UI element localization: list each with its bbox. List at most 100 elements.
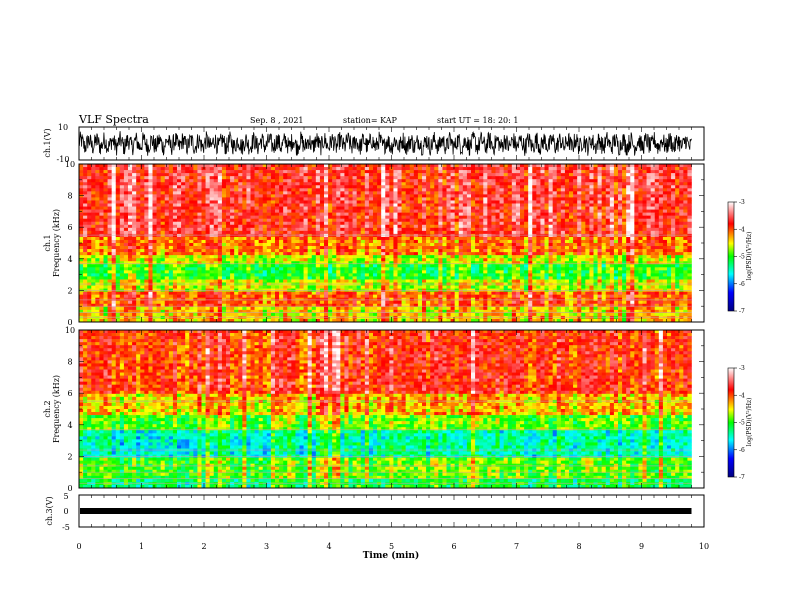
spectrogram-cell [487, 258, 492, 262]
spectrogram-cell [377, 170, 382, 174]
spectrogram-cell [385, 173, 390, 177]
spectrogram-cell [422, 230, 427, 235]
spectrogram-cell [246, 249, 251, 253]
spectrogram-cell [266, 176, 272, 180]
spectrogram-cell [667, 236, 672, 241]
spectrogram-cell [687, 209, 692, 213]
spectrogram-cell [626, 233, 631, 238]
spectrogram-cell [438, 167, 443, 171]
spectrogram-cell [507, 218, 513, 223]
spectrogram-cell [417, 230, 423, 235]
spectrogram-cell [319, 249, 325, 253]
spectrogram-cell [593, 255, 598, 259]
spectrogram-cell [172, 215, 178, 219]
spectrogram-cell [622, 197, 627, 201]
spectrogram-cell [675, 173, 680, 177]
spectrogram-cell [123, 236, 129, 241]
spectrogram-cell [364, 182, 370, 186]
spectrogram-cell [413, 188, 419, 192]
spectrogram-cell [368, 191, 374, 195]
spectrogram-cell [622, 252, 627, 256]
spectrogram-cell [438, 200, 443, 204]
spectrogram-cell [548, 197, 553, 201]
spectrogram-cell [213, 233, 219, 238]
spectrogram-cell [111, 191, 117, 195]
spectrogram-cell [528, 185, 533, 189]
spectrogram-cell [99, 233, 104, 238]
spectrogram-cell [226, 249, 231, 253]
spectrogram-cell [503, 246, 509, 250]
spectrogram-cell [250, 194, 255, 198]
spectrogram-cell [103, 182, 108, 186]
spectrogram-cell [111, 215, 117, 219]
spectrogram-cell [364, 188, 370, 192]
spectrogram-cell [107, 261, 112, 265]
spectrogram-cell [483, 188, 488, 192]
spectrogram-cell [356, 188, 362, 192]
spectrogram-cell [128, 206, 133, 210]
spectrogram-cell [662, 243, 668, 247]
spectrogram-cell [132, 173, 137, 177]
spectrogram-cell [585, 236, 590, 241]
spectrogram-cell [577, 246, 582, 250]
spectrogram-cell [462, 179, 468, 183]
spectrogram-cell [569, 176, 574, 180]
spectrogram-cell [381, 203, 386, 207]
spectrogram-cell [373, 233, 378, 238]
spectrogram-cell [266, 200, 272, 204]
spectrogram-cell [458, 258, 464, 262]
spectrogram-cell [319, 243, 325, 247]
spectrogram-cell [613, 179, 619, 183]
spectrogram-cell [581, 176, 586, 180]
spectrogram-cell [136, 252, 141, 256]
spectrogram-cell [148, 249, 153, 253]
spectrogram-cell [646, 218, 651, 223]
spectrogram-cell [409, 249, 415, 253]
spectrogram-cell [544, 224, 549, 229]
spectrogram-cell [95, 255, 100, 259]
spectrogram-cell [544, 197, 549, 201]
spectrogram-cell [283, 215, 288, 219]
spectrogram-cell [646, 167, 651, 171]
spectrogram-cell [503, 206, 509, 210]
spectrogram-cell [515, 185, 521, 189]
spectrogram-cell [667, 239, 672, 244]
spectrogram-cell [209, 182, 215, 186]
spectrogram-cell [438, 236, 443, 241]
spectrogram-cell [193, 261, 198, 265]
spectrogram-cell [601, 239, 607, 244]
spectrogram-cell [605, 164, 611, 168]
spectrogram-cell [638, 209, 643, 213]
spectrogram-cell [181, 167, 186, 171]
spectrogram-cell [422, 197, 427, 201]
spectrogram-cell [585, 209, 590, 213]
spectrogram-cell [544, 167, 549, 171]
spectrogram-cell [397, 191, 402, 195]
spectrogram-cell [442, 236, 447, 241]
spectrogram-cell [556, 173, 562, 177]
spectrogram-cell [487, 182, 492, 186]
spectrogram-cell [185, 218, 190, 223]
spectrogram-cell [524, 236, 529, 241]
spectrogram-cell [201, 227, 206, 232]
spectrogram-cell [626, 255, 631, 259]
spectrogram-cell [687, 218, 692, 223]
spectrogram-cell [364, 258, 370, 262]
spectrogram-cell [511, 182, 517, 186]
spectrogram-cell [360, 212, 366, 216]
spectrogram-cell [266, 255, 272, 259]
spectrogram-cell [605, 239, 611, 244]
spectrogram-cell [79, 197, 84, 201]
spectrogram-cell [307, 200, 313, 204]
spectrogram-cell [630, 258, 635, 262]
spectrogram-cell [201, 215, 206, 219]
spectrogram-cell [270, 255, 276, 259]
spectrogram-cell [164, 239, 170, 244]
spectrogram-cell [634, 221, 639, 226]
spectrogram-cell [119, 255, 125, 259]
spectrogram-cell [83, 230, 88, 235]
spectrogram-cell [495, 209, 500, 213]
spectrogram-cell [446, 200, 451, 204]
spectrogram-cell [577, 206, 582, 210]
spectrogram-cell [552, 209, 558, 213]
